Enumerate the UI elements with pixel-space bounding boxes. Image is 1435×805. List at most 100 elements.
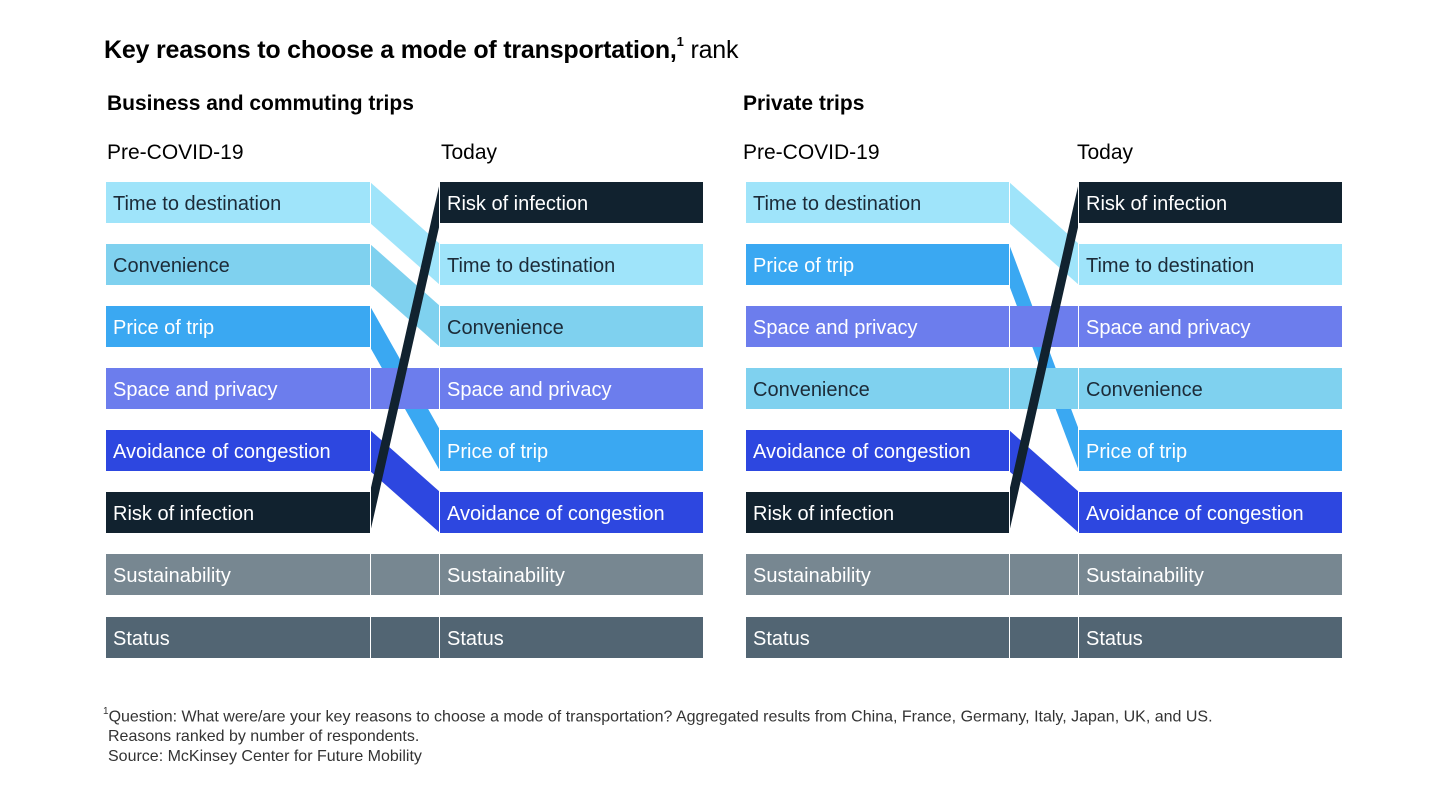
pre-covid-label-price-of-trip: Price of trip [113, 317, 214, 339]
today-label-space-and-privacy: Space and privacy [447, 379, 612, 401]
today-label-avoidance-of-congestion: Avoidance of congestion [447, 503, 665, 525]
pre-covid-bar-time-to-destination [106, 182, 370, 223]
today-bar-avoidance-of-congestion [440, 492, 703, 533]
pre-covid-bar-status [746, 617, 1009, 658]
pre-covid-bar-avoidance-of-congestion [746, 430, 1009, 471]
panel-title: Business and commuting trips [107, 92, 414, 115]
connector-sustainability [370, 554, 440, 595]
today-label-risk-of-infection: Risk of infection [1086, 193, 1227, 215]
pre-covid-bar-price-of-trip [746, 244, 1009, 285]
today-bar-status [440, 617, 703, 658]
today-bar-space-and-privacy [440, 368, 703, 409]
panel-private-trips: Private trips Pre-COVID-19 Today Time to de… [743, 92, 1342, 658]
today-label-sustainability: Sustainability [447, 565, 565, 587]
footnote-source: Source: McKinsey Center for Future Mobil… [108, 748, 422, 766]
connector-space-and-privacy [370, 368, 440, 409]
today-label-price-of-trip: Price of trip [1086, 441, 1187, 463]
separator-line [1078, 182, 1079, 658]
pre-covid-label-sustainability: Sustainability [753, 565, 871, 587]
pre-covid-label-risk-of-infection: Risk of infection [113, 503, 254, 525]
today-bar-time-to-destination [440, 244, 703, 285]
today-bar-risk-of-infection [440, 182, 703, 223]
today-label-risk-of-infection: Risk of infection [447, 193, 588, 215]
today-bar-sustainability [440, 554, 703, 595]
connector-space-and-privacy [1009, 306, 1079, 347]
today-bar-price-of-trip [440, 430, 703, 471]
pre-covid-label-avoidance-of-congestion: Avoidance of congestion [753, 441, 971, 463]
connector-risk-of-infection [370, 182, 440, 533]
pre-covid-label-sustainability: Sustainability [113, 565, 231, 587]
today-label-time-to-destination: Time to destination [447, 255, 615, 277]
pre-covid-bar-price-of-trip [106, 306, 370, 347]
pre-covid-label-convenience: Convenience [753, 379, 870, 401]
today-bar-price-of-trip [1079, 430, 1342, 471]
connector-avoidance-of-congestion [370, 430, 440, 533]
separator-line [370, 182, 371, 658]
today-bar-risk-of-infection [1079, 182, 1342, 223]
connector-status [1009, 617, 1079, 658]
today-label-sustainability: Sustainability [1086, 565, 1204, 587]
pre-covid-bar-sustainability [746, 554, 1009, 595]
connector-convenience [370, 244, 440, 347]
pre-covid-label-convenience: Convenience [113, 255, 230, 277]
footnote-line-1: 1Question: What were/are your key reason… [103, 703, 1213, 727]
column-label-pre-covid: Pre-COVID-19 [107, 141, 244, 164]
pre-covid-bar-status [106, 617, 370, 658]
today-label-time-to-destination: Time to destination [1086, 255, 1254, 277]
connector-sustainability [1009, 554, 1079, 595]
footnote: 1Question: What were/are your key reason… [103, 703, 1213, 767]
today-label-avoidance-of-congestion: Avoidance of congestion [1086, 503, 1304, 525]
column-label-today: Today [1077, 141, 1134, 164]
pre-covid-bar-avoidance-of-congestion [106, 430, 370, 471]
pre-covid-label-status: Status [753, 628, 810, 650]
connector-time-to-destination [370, 182, 440, 285]
footnote-question: Question: What were/are your key reasons… [108, 708, 1213, 726]
connector-convenience [1009, 368, 1079, 409]
connector-avoidance-of-congestion [1009, 430, 1079, 533]
pre-covid-label-time-to-destination: Time to destination [113, 193, 281, 215]
today-bar-convenience [440, 306, 703, 347]
separator-line [439, 182, 440, 658]
today-label-status: Status [447, 628, 504, 650]
pre-covid-bar-risk-of-infection [746, 492, 1009, 533]
today-bar-space-and-privacy [1079, 306, 1342, 347]
today-bar-time-to-destination [1079, 244, 1342, 285]
pre-covid-bar-risk-of-infection [106, 492, 370, 533]
connector-time-to-destination [1009, 182, 1079, 285]
today-label-status: Status [1086, 628, 1143, 650]
pre-covid-label-space-and-privacy: Space and privacy [113, 379, 278, 401]
chart-title: Key reasons to choose a mode of transpor… [104, 33, 739, 65]
today-label-convenience: Convenience [447, 317, 564, 339]
today-bar-status [1079, 617, 1342, 658]
today-label-price-of-trip: Price of trip [447, 441, 548, 463]
pre-covid-label-time-to-destination: Time to destination [753, 193, 921, 215]
connector-status [370, 617, 440, 658]
title-unit: rank [690, 36, 739, 64]
pre-covid-bar-sustainability [106, 554, 370, 595]
today-label-space-and-privacy: Space and privacy [1086, 317, 1251, 339]
panel-title: Private trips [743, 92, 864, 115]
today-bar-avoidance-of-congestion [1079, 492, 1342, 533]
footnote-marker: 1 [103, 706, 109, 717]
pre-covid-bar-space-and-privacy [746, 306, 1009, 347]
pre-covid-label-risk-of-infection: Risk of infection [753, 503, 894, 525]
title-footnote-marker: 1 [676, 33, 684, 49]
pre-covid-bar-convenience [106, 244, 370, 285]
panel-business-and-commuting-trips: Business and commuting trips Pre-COVID-19… [106, 92, 703, 658]
column-label-pre-covid: Pre-COVID-19 [743, 141, 880, 164]
connector-risk-of-infection [1009, 182, 1079, 533]
separator-line [1009, 182, 1010, 658]
pre-covid-label-space-and-privacy: Space and privacy [753, 317, 918, 339]
today-bar-sustainability [1079, 554, 1342, 595]
column-label-today: Today [441, 141, 498, 164]
pre-covid-bar-time-to-destination [746, 182, 1009, 223]
today-label-convenience: Convenience [1086, 379, 1203, 401]
pre-covid-bar-space-and-privacy [106, 368, 370, 409]
pre-covid-label-avoidance-of-congestion: Avoidance of congestion [113, 441, 331, 463]
chart-title-text: Key reasons to choose a mode of transpor… [104, 36, 677, 64]
pre-covid-label-price-of-trip: Price of trip [753, 255, 854, 277]
today-bar-convenience [1079, 368, 1342, 409]
pre-covid-label-status: Status [113, 628, 170, 650]
footnote-line-2: Reasons ranked by number of respondents. [108, 728, 420, 746]
